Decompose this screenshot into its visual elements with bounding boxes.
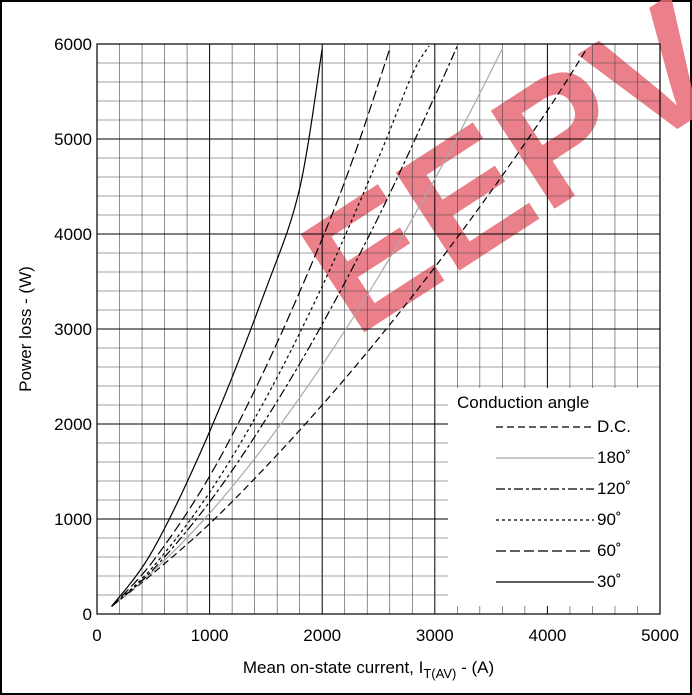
legend-box bbox=[448, 388, 660, 606]
x-tick-label: 3000 bbox=[416, 626, 454, 645]
legend-title: Conduction angle bbox=[457, 393, 589, 412]
series-line-2 bbox=[111, 45, 458, 607]
legend-label-1: 180˚ bbox=[597, 448, 631, 467]
series-line-5 bbox=[111, 48, 323, 607]
legend: Conduction angle D.C. 180˚ 120˚ 90˚ 60˚ 30˚ bbox=[448, 388, 660, 606]
x-tick-label: 0 bbox=[92, 626, 101, 645]
legend-label-4: 60˚ bbox=[597, 541, 622, 560]
series-line-1 bbox=[111, 48, 503, 607]
y-tick-label: 1000 bbox=[54, 510, 92, 529]
x-tick-label: 4000 bbox=[528, 626, 566, 645]
plot-area-border bbox=[96, 43, 661, 615]
x-axis-label: Mean on-state current, IT(AV) - (A) bbox=[243, 658, 494, 681]
y-axis-label: Power loss - (W) bbox=[16, 266, 35, 392]
curves bbox=[111, 45, 588, 607]
series-line-4 bbox=[111, 48, 391, 607]
series-line-0 bbox=[111, 48, 588, 607]
legend-label-0: D.C. bbox=[597, 417, 631, 436]
y-tick-label: 3000 bbox=[54, 320, 92, 339]
watermark-logo: EEPV bbox=[271, 0, 692, 370]
y-tick-label: 4000 bbox=[54, 225, 92, 244]
y-tick-label: 2000 bbox=[54, 415, 92, 434]
series-line-3 bbox=[111, 45, 430, 607]
legend-label-5: 30˚ bbox=[597, 572, 622, 591]
legend-label-2: 120˚ bbox=[597, 479, 631, 498]
y-tick-label: 5000 bbox=[54, 130, 92, 149]
x-tick-label: 1000 bbox=[191, 626, 229, 645]
y-tick-label: 6000 bbox=[54, 35, 92, 54]
x-tick-label: 2000 bbox=[303, 626, 341, 645]
grid bbox=[96, 43, 661, 615]
y-tick-label: 0 bbox=[83, 605, 92, 624]
legend-label-3: 90˚ bbox=[597, 510, 622, 529]
x-tick-label: 5000 bbox=[641, 626, 679, 645]
